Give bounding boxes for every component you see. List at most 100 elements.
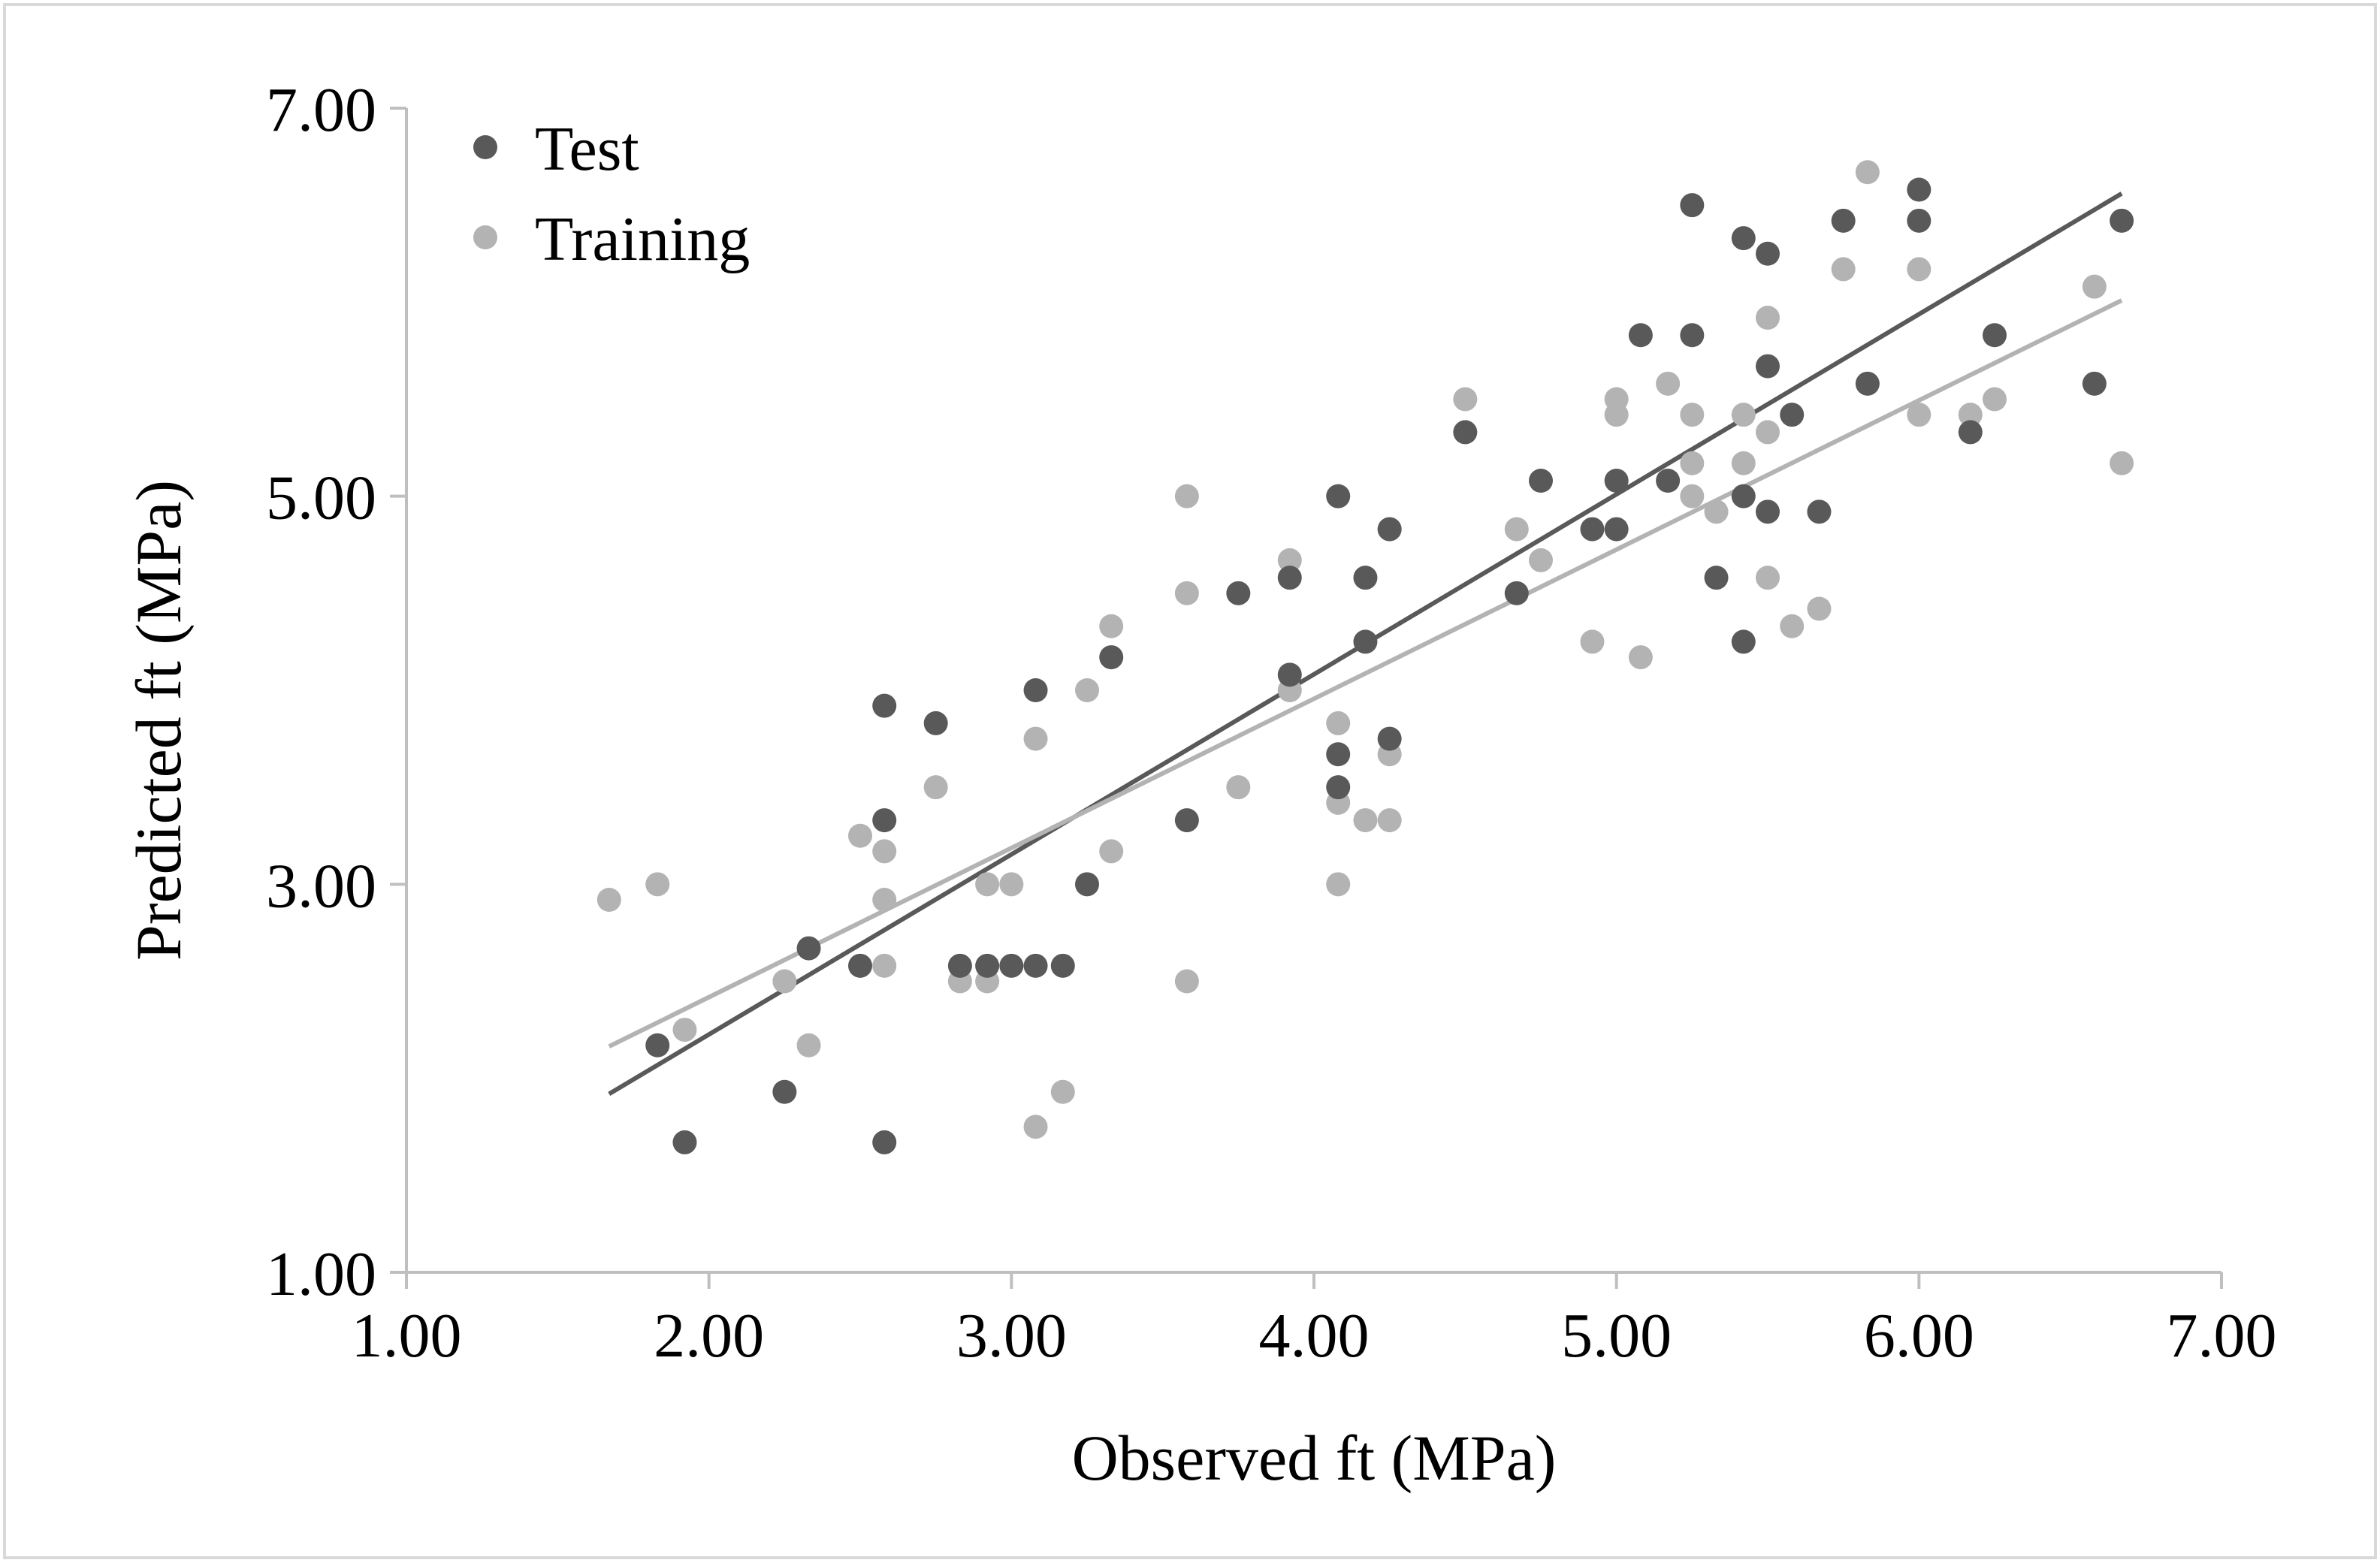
point-test — [1780, 403, 1805, 427]
point-test — [1453, 420, 1478, 445]
point-test — [1855, 371, 1880, 396]
point-test — [1704, 566, 1729, 590]
point-test — [2110, 208, 2134, 233]
point-training — [672, 1018, 697, 1042]
point-test — [1377, 726, 1402, 751]
point-training — [872, 888, 897, 912]
point-test — [1831, 208, 1856, 233]
data-points — [597, 160, 2134, 1154]
point-training — [1604, 403, 1629, 427]
x-tick-label: 2.00 — [654, 1301, 764, 1371]
point-training — [1731, 451, 1756, 475]
chart-border — [3, 3, 2377, 1559]
point-test — [1099, 645, 1124, 670]
point-training — [1731, 403, 1756, 427]
point-test — [1907, 177, 1931, 202]
point-test — [1958, 420, 1983, 445]
point-training — [1453, 387, 1478, 412]
point-training — [1680, 451, 1705, 475]
point-test — [1680, 193, 1705, 218]
point-test — [872, 693, 897, 718]
point-test — [999, 953, 1024, 978]
point-training — [1983, 387, 2007, 412]
legend-marker-training — [473, 225, 497, 249]
point-test — [772, 1079, 797, 1104]
point-test — [1326, 742, 1351, 767]
point-training — [975, 872, 1000, 897]
point-training — [1907, 257, 1931, 282]
point-training — [872, 953, 897, 978]
y-tick-label: 7.00 — [266, 75, 376, 145]
point-test — [645, 1033, 670, 1058]
x-tick-label: 6.00 — [1864, 1301, 1974, 1371]
point-test — [1756, 241, 1780, 266]
point-training — [999, 872, 1024, 897]
point-test — [1580, 517, 1605, 542]
trendline-training — [608, 298, 2123, 1049]
point-training — [923, 775, 948, 800]
point-training — [2110, 451, 2134, 475]
point-training — [1580, 629, 1605, 654]
point-test — [1023, 678, 1048, 702]
point-test — [1529, 469, 1553, 493]
point-training — [1831, 257, 1856, 282]
point-training — [1174, 581, 1199, 605]
point-training — [1855, 160, 1880, 185]
point-test — [975, 953, 1000, 978]
point-training — [1174, 484, 1199, 508]
point-test — [1023, 953, 1048, 978]
point-test — [1050, 953, 1075, 978]
x-tick-label: 3.00 — [956, 1301, 1067, 1371]
point-test — [1326, 775, 1351, 800]
point-test — [1277, 662, 1302, 687]
y-tick-label: 5.00 — [266, 463, 376, 533]
point-training — [1756, 566, 1780, 590]
point-training — [1326, 872, 1351, 897]
point-training — [1075, 678, 1099, 702]
point-training — [1326, 711, 1351, 735]
point-training — [1353, 808, 1378, 833]
point-training — [872, 839, 897, 864]
point-training — [597, 888, 621, 912]
point-test — [1174, 808, 1199, 833]
point-training — [796, 1033, 821, 1058]
point-test — [1656, 469, 1681, 493]
point-test — [1680, 323, 1705, 348]
point-training — [1099, 614, 1124, 638]
point-training — [1704, 499, 1729, 524]
y-axis-title: Predicted ft (MPa) — [122, 480, 195, 961]
point-test — [2082, 371, 2107, 396]
point-training — [848, 823, 872, 848]
x-tick-label: 5.00 — [1561, 1301, 1672, 1371]
point-test — [1604, 469, 1629, 493]
point-training — [1756, 306, 1780, 330]
point-training — [1907, 403, 1931, 427]
legend-marker-test — [473, 135, 497, 159]
y-tick-label: 3.00 — [266, 851, 376, 921]
point-test — [1326, 484, 1351, 508]
point-training — [1807, 596, 1832, 621]
point-training — [1656, 371, 1681, 396]
legend-label-training: Training — [535, 204, 750, 274]
point-test — [1731, 484, 1756, 508]
x-tick-label: 7.00 — [2167, 1301, 2277, 1371]
point-test — [1226, 581, 1251, 605]
point-training — [1504, 517, 1529, 542]
point-training — [1680, 484, 1705, 508]
point-training — [1780, 614, 1805, 638]
legend: Test Training — [473, 114, 750, 274]
point-test — [672, 1130, 697, 1154]
point-test — [796, 936, 821, 961]
point-training — [1680, 403, 1705, 427]
point-test — [1353, 566, 1378, 590]
point-test — [1756, 354, 1780, 379]
point-training — [1226, 775, 1251, 800]
point-test — [1983, 323, 2007, 348]
point-test — [1731, 226, 1756, 251]
point-training — [1277, 548, 1302, 572]
point-training — [1377, 808, 1402, 833]
point-test — [947, 953, 972, 978]
axes: 1.00 2.00 3.00 4.00 5.00 6.00 7.00 1.00 3.00 5.00… — [266, 75, 2277, 1371]
